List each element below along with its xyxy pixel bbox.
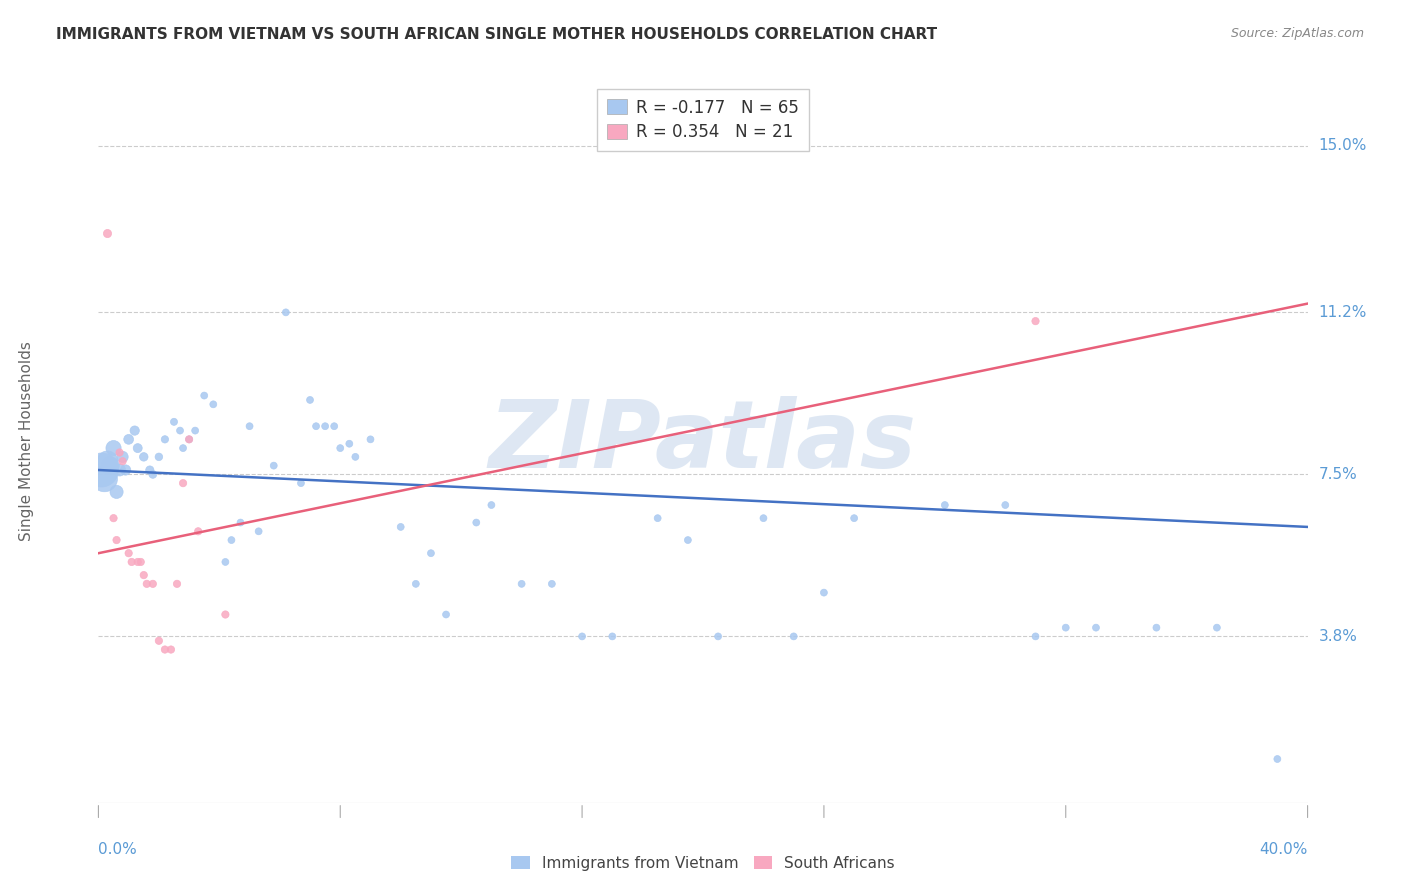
Point <box>127 555 149 569</box>
Point <box>108 463 131 477</box>
Point <box>114 463 136 477</box>
Point <box>124 424 146 438</box>
Point <box>290 476 312 491</box>
Point <box>405 577 427 591</box>
Point <box>187 524 209 539</box>
Point <box>103 511 125 525</box>
Point <box>132 568 155 582</box>
Text: Single Mother Households: Single Mother Households <box>18 342 34 541</box>
Point <box>389 520 412 534</box>
Text: 0.0%: 0.0% <box>98 842 138 856</box>
Point <box>105 533 128 547</box>
Point <box>314 419 336 434</box>
Point <box>299 392 322 407</box>
Point <box>305 419 328 434</box>
Text: IMMIGRANTS FROM VIETNAM VS SOUTH AFRICAN SINGLE MOTHER HOUSEHOLDS CORRELATION CH: IMMIGRANTS FROM VIETNAM VS SOUTH AFRICAN… <box>56 27 938 42</box>
Legend: R = -0.177   N = 65, R = 0.354   N = 21: R = -0.177 N = 65, R = 0.354 N = 21 <box>598 88 808 152</box>
Point <box>121 555 143 569</box>
Point <box>1206 621 1229 635</box>
Point <box>96 454 118 468</box>
Point <box>105 484 128 499</box>
Point <box>481 498 503 512</box>
Point <box>172 441 194 455</box>
Point <box>934 498 956 512</box>
Point <box>166 577 188 591</box>
Point <box>1054 621 1077 635</box>
Text: 11.2%: 11.2% <box>1319 305 1367 320</box>
Point <box>214 555 236 569</box>
Point <box>193 388 215 402</box>
Point <box>844 511 866 525</box>
Point <box>247 524 270 539</box>
Point <box>752 511 775 525</box>
Point <box>148 450 170 464</box>
Point <box>1267 752 1289 766</box>
Point <box>93 472 115 486</box>
Point <box>571 629 593 643</box>
Point <box>142 467 165 482</box>
Point <box>179 433 201 447</box>
Point <box>163 415 186 429</box>
Point <box>221 533 243 547</box>
Text: 40.0%: 40.0% <box>1260 842 1308 856</box>
Point <box>1144 621 1167 635</box>
Point <box>420 546 443 560</box>
Point <box>153 433 176 447</box>
Point <box>90 463 112 477</box>
Point <box>139 463 162 477</box>
Point <box>323 419 346 434</box>
Point <box>118 433 141 447</box>
Point <box>142 577 165 591</box>
Point <box>179 433 201 447</box>
Point <box>111 450 134 464</box>
Point <box>111 454 134 468</box>
Point <box>229 516 252 530</box>
Point <box>96 227 118 241</box>
Point <box>132 450 155 464</box>
Point <box>540 577 562 591</box>
Point <box>329 441 352 455</box>
Point <box>202 397 225 411</box>
Point <box>135 577 157 591</box>
Point <box>344 450 367 464</box>
Point <box>994 498 1017 512</box>
Point <box>465 516 488 530</box>
Point <box>602 629 624 643</box>
Point <box>172 476 194 491</box>
Point <box>100 458 122 473</box>
Point <box>127 441 149 455</box>
Point <box>103 441 125 455</box>
Point <box>1024 629 1046 643</box>
Point <box>148 633 170 648</box>
Point <box>169 424 191 438</box>
Text: Source: ZipAtlas.com: Source: ZipAtlas.com <box>1230 27 1364 40</box>
Point <box>160 642 183 657</box>
Point <box>1085 621 1108 635</box>
Point <box>434 607 457 622</box>
Point <box>129 555 152 569</box>
Point <box>783 629 806 643</box>
Text: ZIPatlas: ZIPatlas <box>489 395 917 488</box>
Point <box>118 546 141 560</box>
Point <box>108 445 131 459</box>
Point <box>239 419 262 434</box>
Point <box>707 629 730 643</box>
Text: 3.8%: 3.8% <box>1319 629 1358 644</box>
Point <box>263 458 285 473</box>
Legend: Immigrants from Vietnam, South Africans: Immigrants from Vietnam, South Africans <box>506 851 900 875</box>
Text: 7.5%: 7.5% <box>1319 467 1357 482</box>
Point <box>813 585 835 599</box>
Point <box>676 533 699 547</box>
Point <box>1024 314 1046 328</box>
Point <box>337 436 360 450</box>
Point <box>510 577 533 591</box>
Point <box>274 305 297 319</box>
Point <box>153 642 176 657</box>
Point <box>360 433 382 447</box>
Point <box>647 511 669 525</box>
Point <box>184 424 207 438</box>
Point <box>214 607 236 622</box>
Text: 15.0%: 15.0% <box>1319 138 1367 153</box>
